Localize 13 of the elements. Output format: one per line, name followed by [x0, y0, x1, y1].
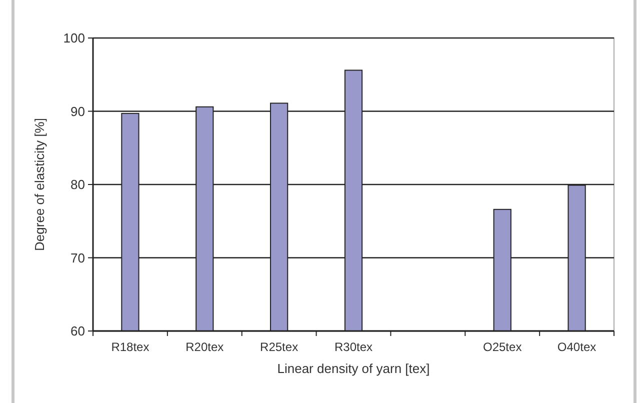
y-tick-label: 60	[70, 324, 85, 339]
y-tick-label: 100	[63, 30, 85, 46]
x-tick-label: R20tex	[186, 340, 224, 354]
y-axis-title: Degree of elasticity [%]	[32, 118, 47, 251]
x-axis-title: Linear density of yarn [tex]	[277, 361, 430, 376]
x-tick-label: R25tex	[260, 340, 298, 354]
y-tick-label: 70	[70, 250, 85, 266]
y-tick-label: 80	[70, 177, 85, 192]
x-tick-label: R30tex	[334, 340, 373, 354]
x-tick-label: O25tex	[483, 340, 522, 354]
x-tick-label: R18tex	[111, 340, 150, 354]
x-tick-label: O40tex	[557, 340, 596, 354]
y-tick-label: 90	[70, 104, 85, 119]
